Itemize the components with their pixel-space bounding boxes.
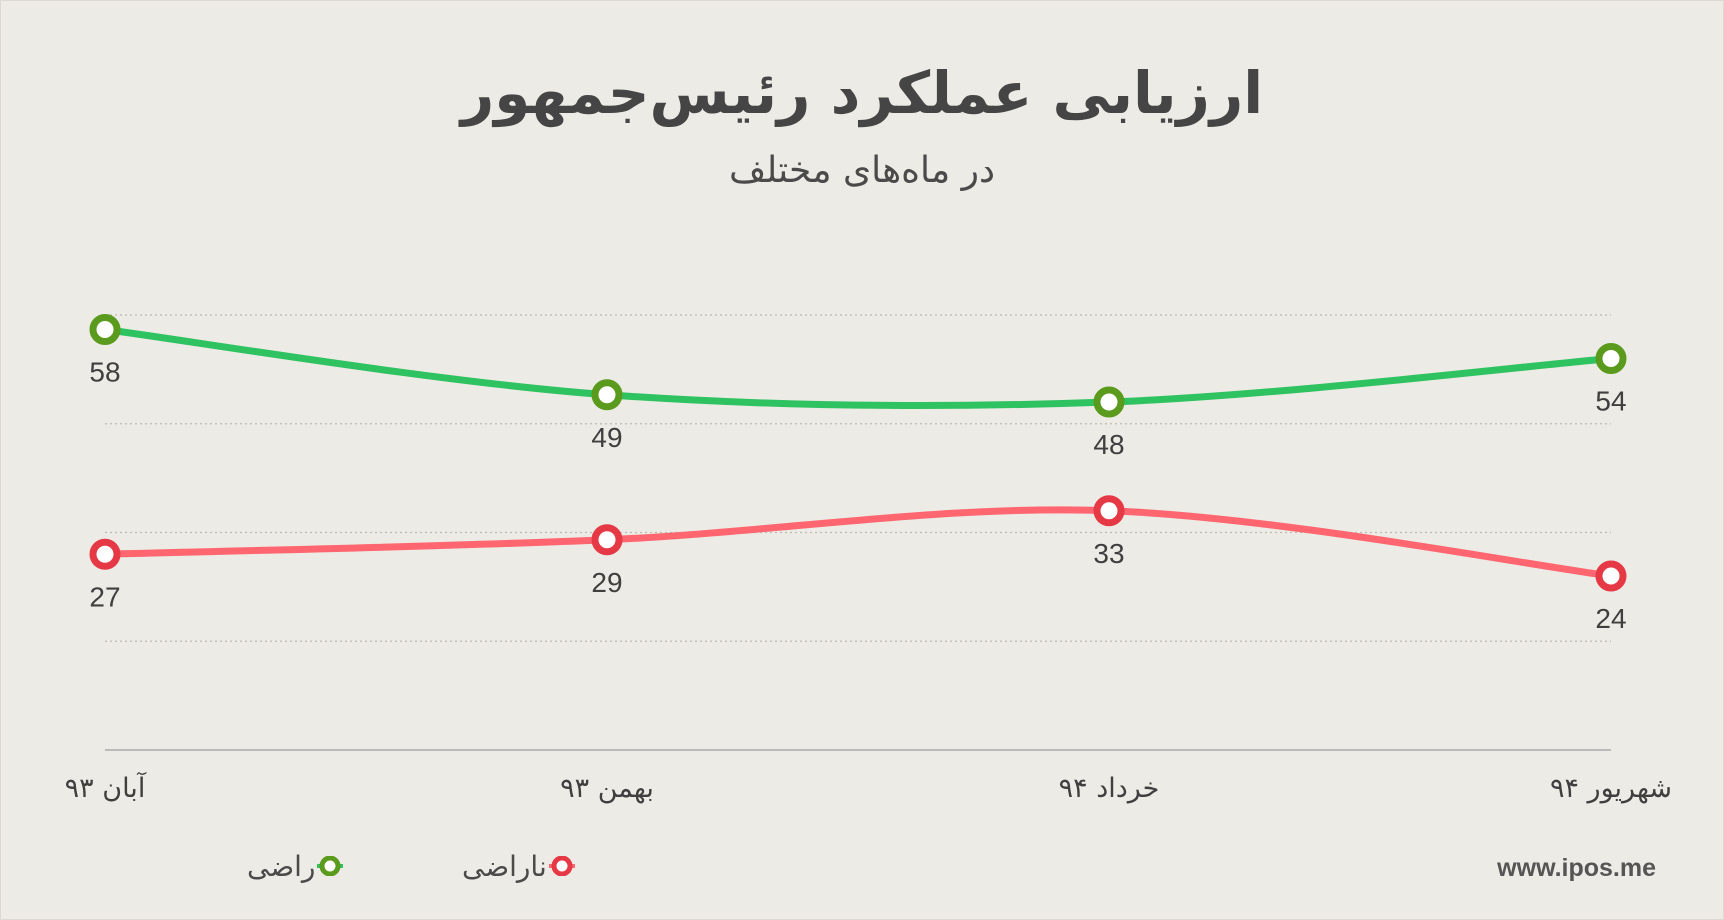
legend-item-dissatisfied: ناراضی bbox=[450, 846, 577, 886]
data-point-s2-2[interactable] bbox=[591, 524, 623, 556]
source-url[interactable]: www.ipos.me bbox=[1497, 854, 1656, 882]
x-tick-label-3: خرداد ۹۴ bbox=[1059, 773, 1160, 804]
legend-item-satisfied: راضی bbox=[235, 846, 345, 886]
data-label-s1-3: 48 bbox=[1093, 429, 1124, 460]
data-label-s1-4: 54 bbox=[1595, 386, 1626, 417]
data-label-s2-3: 33 bbox=[1093, 538, 1124, 569]
data-point-s1-2[interactable] bbox=[591, 379, 623, 411]
data-point-s1-3[interactable] bbox=[1093, 386, 1125, 418]
data-point-s2-1[interactable] bbox=[89, 538, 121, 570]
data-point-s2-3[interactable] bbox=[1093, 495, 1125, 527]
series-line-1 bbox=[101, 326, 1615, 410]
x-tick-labels: آبان ۹۳ بهمن ۹۳ خرداد ۹۴ شهریور ۹۴ bbox=[65, 772, 1672, 804]
data-point-s1-4[interactable] bbox=[1595, 343, 1627, 374]
gridlines bbox=[105, 314, 1611, 642]
legend-label-satisfied: راضی bbox=[247, 849, 316, 883]
data-label-s2-1: 27 bbox=[89, 581, 120, 612]
series-line-2 bbox=[101, 506, 1615, 580]
data-point-s2-4[interactable] bbox=[1595, 560, 1627, 592]
data-point-s1-1[interactable] bbox=[89, 314, 121, 345]
chart-title: ارزیابی عملکرد رئیس‌جمهور bbox=[460, 59, 1264, 127]
data-label-s1-1: 58 bbox=[89, 357, 120, 388]
legend-marker-satisfied bbox=[317, 856, 344, 876]
series-lines bbox=[101, 326, 1615, 580]
data-label-s2-4: 24 bbox=[1595, 603, 1626, 634]
data-label-s2-2: 29 bbox=[591, 567, 622, 598]
data-labels: 58 49 48 54 27 29 33 24 bbox=[89, 357, 1626, 635]
legend-marker-dissatisfied bbox=[548, 856, 575, 876]
series-markers bbox=[89, 314, 1627, 592]
chart-subtitle: در ماه‌های مختلف bbox=[728, 150, 996, 191]
data-label-s1-2: 49 bbox=[591, 422, 622, 453]
legend-label-dissatisfied: ناراضی bbox=[462, 849, 547, 883]
x-tick-label-4: شهریور ۹۴ bbox=[1550, 773, 1672, 804]
x-tick-label-2: بهمن ۹۳ bbox=[560, 773, 654, 804]
x-tick-label-1: آبان ۹۳ bbox=[65, 772, 147, 804]
